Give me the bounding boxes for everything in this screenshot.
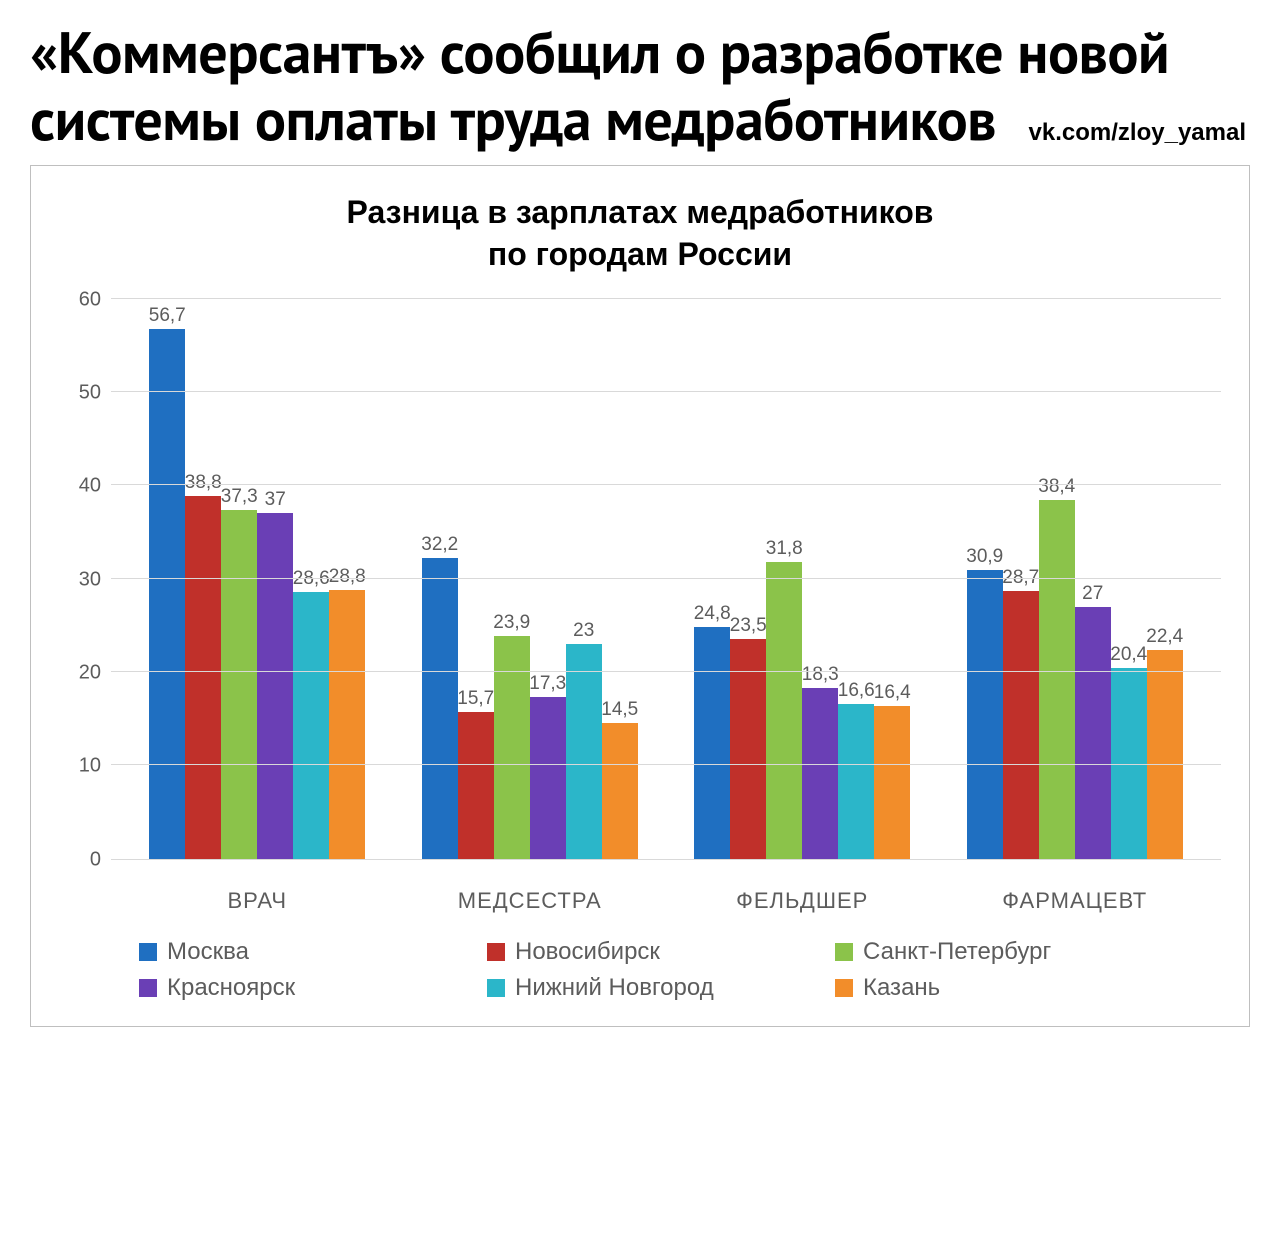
bar: 18,3 xyxy=(802,688,838,859)
y-tick-label: 30 xyxy=(79,568,101,591)
y-tick-label: 40 xyxy=(79,475,101,498)
legend-swatch xyxy=(139,979,157,997)
bar: 30,9 xyxy=(967,570,1003,858)
headline-row: «Коммерсантъ» сообщил о разработке новой… xyxy=(30,20,1250,153)
bar-value-label: 28,6 xyxy=(293,568,330,590)
legend-item: Красноярск xyxy=(139,974,479,1002)
bar-value-label: 23,9 xyxy=(493,612,530,634)
legend-label: Москва xyxy=(167,938,249,966)
legend-item: Нижний Новгород xyxy=(487,974,827,1002)
chart-container: Разница в зарплатах медработников по гор… xyxy=(30,165,1250,1026)
plot: 56,738,837,33728,628,832,215,723,917,323… xyxy=(111,300,1221,860)
bar-group: 30,928,738,42720,422,4 xyxy=(967,300,1183,859)
bar: 17,3 xyxy=(530,697,566,858)
legend-swatch xyxy=(487,979,505,997)
bar-value-label: 23,5 xyxy=(730,615,767,637)
bar-value-label: 37,3 xyxy=(221,486,258,508)
y-axis: 0102030405060 xyxy=(59,300,111,860)
chart-title-line2: по городам России xyxy=(488,236,792,272)
bar: 23 xyxy=(566,644,602,859)
grid-line xyxy=(111,764,1221,765)
legend-item: Новосибирск xyxy=(487,938,827,966)
legend-item: Казань xyxy=(835,974,1175,1002)
legend-swatch xyxy=(835,979,853,997)
bar-value-label: 20,4 xyxy=(1110,644,1147,666)
legend-item: Санкт-Петербург xyxy=(835,938,1175,966)
bar: 16,4 xyxy=(874,706,910,859)
grid-line xyxy=(111,391,1221,392)
bar: 15,7 xyxy=(458,712,494,859)
bar: 38,8 xyxy=(185,496,221,858)
bar-value-label: 32,2 xyxy=(421,534,458,556)
bar-group: 24,823,531,818,316,616,4 xyxy=(694,300,910,859)
bar: 37 xyxy=(257,513,293,858)
bar: 23,5 xyxy=(730,639,766,858)
legend-label: Санкт-Петербург xyxy=(863,938,1051,966)
bar: 38,4 xyxy=(1039,500,1075,858)
chart-title: Разница в зарплатах медработников по гор… xyxy=(59,192,1221,275)
bar: 28,6 xyxy=(293,592,329,859)
bar-value-label: 37 xyxy=(265,489,286,511)
bar: 32,2 xyxy=(422,558,458,859)
legend-swatch xyxy=(835,943,853,961)
bar: 22,4 xyxy=(1147,650,1183,859)
x-axis-label: ВРАЧ xyxy=(121,888,394,914)
chart-title-line1: Разница в зарплатах медработников xyxy=(347,194,934,230)
bar-group: 32,215,723,917,32314,5 xyxy=(422,300,638,859)
bar-value-label: 17,3 xyxy=(529,673,566,695)
y-tick-label: 50 xyxy=(79,381,101,404)
bar-value-label: 31,8 xyxy=(766,538,803,560)
legend-label: Красноярск xyxy=(167,974,295,1002)
legend: Москва Новосибирск Санкт-Петербург Краснояр… xyxy=(59,914,1221,1002)
bar: 56,7 xyxy=(149,329,185,858)
bar-value-label: 38,4 xyxy=(1038,476,1075,498)
grid-line xyxy=(111,298,1221,299)
bar-value-label: 23 xyxy=(573,620,594,642)
bar: 28,7 xyxy=(1003,591,1039,859)
y-tick-label: 60 xyxy=(79,288,101,311)
plot-area: 0102030405060 56,738,837,33728,628,832,2… xyxy=(59,300,1221,860)
watermark: vk.com/zloy_yamal xyxy=(1029,119,1246,147)
legend-label: Нижний Новгород xyxy=(515,974,714,1002)
legend-swatch xyxy=(139,943,157,961)
bar-value-label: 16,6 xyxy=(838,680,875,702)
bar-value-label: 14,5 xyxy=(601,699,638,721)
bar: 23,9 xyxy=(494,636,530,859)
grid-line xyxy=(111,671,1221,672)
legend-label: Новосибирск xyxy=(515,938,660,966)
x-axis: ВРАЧМЕДСЕСТРАФЕЛЬДШЕРФАРМАЦЕВТ xyxy=(59,860,1221,914)
bar-value-label: 22,4 xyxy=(1146,626,1183,648)
bar: 14,5 xyxy=(602,723,638,858)
x-axis-label: МЕДСЕСТРА xyxy=(394,888,667,914)
legend-label: Казань xyxy=(863,974,940,1002)
grid-line xyxy=(111,484,1221,485)
x-axis-label: ФАРМАЦЕВТ xyxy=(939,888,1212,914)
bar-value-label: 18,3 xyxy=(802,664,839,686)
y-tick-label: 10 xyxy=(79,755,101,778)
x-axis-label: ФЕЛЬДШЕР xyxy=(666,888,939,914)
grid-line xyxy=(111,578,1221,579)
bar-groups: 56,738,837,33728,628,832,215,723,917,323… xyxy=(111,300,1221,859)
y-tick-label: 0 xyxy=(90,848,101,871)
bar-value-label: 56,7 xyxy=(149,305,186,327)
bar: 27 xyxy=(1075,607,1111,859)
bar: 37,3 xyxy=(221,510,257,858)
legend-item: Москва xyxy=(139,938,479,966)
bar: 28,8 xyxy=(329,590,365,859)
bar-value-label: 24,8 xyxy=(694,603,731,625)
bar-value-label: 16,4 xyxy=(874,682,911,704)
legend-swatch xyxy=(487,943,505,961)
bar: 16,6 xyxy=(838,704,874,859)
bar-group: 56,738,837,33728,628,8 xyxy=(149,300,365,859)
bar: 24,8 xyxy=(694,627,730,858)
bar-value-label: 27 xyxy=(1082,583,1103,605)
bar-value-label: 15,7 xyxy=(457,688,494,710)
bar: 31,8 xyxy=(766,562,802,859)
bar-value-label: 30,9 xyxy=(966,546,1003,568)
y-tick-label: 20 xyxy=(79,661,101,684)
